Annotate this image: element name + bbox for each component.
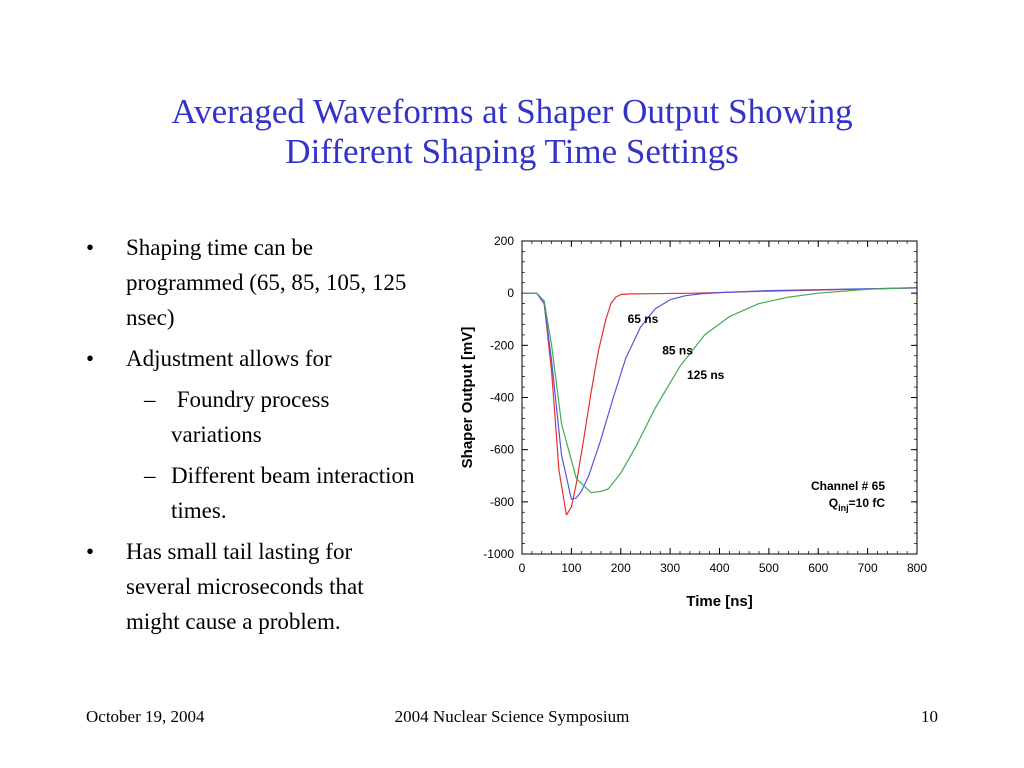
x-axis-label: Time [ns] [686,593,752,610]
series-annotation: 125 ns [687,368,725,382]
slide-title-line-1: Averaged Waveforms at Shaper Output Show… [171,92,853,131]
y-tick-label: -200 [490,338,514,352]
charge-label: Qinj=10 fC [829,496,886,513]
y-tick-label: -800 [490,495,514,509]
sub-bullet-text: Different beam interaction times. [171,463,415,523]
sub-bullet-marker: – [144,463,156,488]
footer-page-number: 10 [921,707,938,726]
bullet-text: Adjustment allows for [126,346,332,371]
bullet-marker: • [86,346,95,371]
bullet-item: • Adjustment allows for [86,341,416,376]
charge-value: =10 fC [849,496,886,510]
y-axis-label: Shaper Output [mV] [459,327,476,469]
series-line-0 [522,287,918,516]
y-tick-label: -1000 [483,547,514,561]
y-tick-label: 200 [494,234,514,248]
bullet-text: Has small tail lasting for several micro… [126,539,364,634]
series-line-1 [522,287,918,500]
x-tick-label: 0 [519,561,526,575]
bullet-list: • Shaping time can be programmed (65, 85… [86,230,416,645]
footer-event: 2004 Nuclear Science Symposium [394,707,630,726]
x-tick-label: 700 [858,561,878,575]
sub-bullet-text: Foundry process variations [171,387,336,447]
x-tick-label: 300 [660,561,680,575]
y-tick-label: -400 [490,391,514,405]
x-tick-label: 100 [561,561,581,575]
y-tick-label: -600 [490,443,514,457]
x-tick-label: 400 [709,561,729,575]
charge-subscript: inj [838,503,849,513]
x-tick-label: 200 [611,561,631,575]
sub-bullet-item: – Different beam interaction times. [86,458,416,528]
sub-bullet-item: – Foundry process variations [86,382,416,452]
series-line-2 [522,286,918,494]
slide-title: Averaged Waveforms at Shaper Output Show… [0,92,1024,172]
series-annotation: 85 ns [662,343,693,357]
bullet-item: • Shaping time can be programmed (65, 85… [86,230,416,335]
sub-bullet-marker: – [144,387,156,412]
bullet-marker: • [86,539,95,564]
x-tick-label: 600 [808,561,828,575]
shaper-output-chart: 0 100 200 300 400 500 600 700 800 200 0 -200 -400 -60… [459,234,927,610]
x-tick-label: 500 [759,561,779,575]
channel-label: Channel # 65 [811,479,885,493]
y-tick-label: 0 [507,286,514,300]
x-tick-label: 800 [907,561,927,575]
bullet-item: • Has small tail lasting for several mic… [86,534,416,639]
bullet-text: Shaping time can be programmed (65, 85, … [126,235,407,330]
series-annotation: 65 ns [628,312,659,326]
bullet-marker: • [86,235,95,260]
plot-frame [521,240,918,555]
footer-date: October 19, 2004 [86,707,205,726]
charge-symbol: Q [829,496,838,510]
slide-title-line-2: Different Shaping Time Settings [285,132,739,171]
